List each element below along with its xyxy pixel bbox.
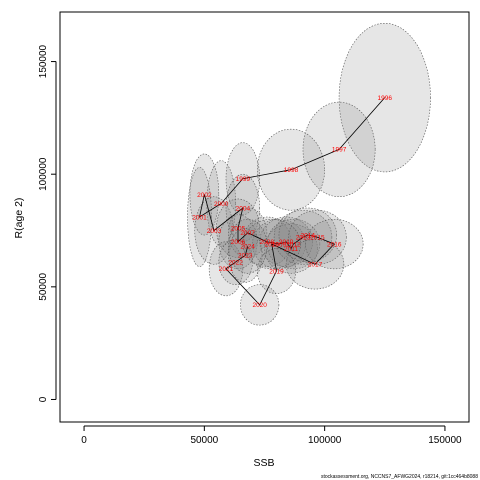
year-label-2012: 2012 xyxy=(286,241,301,248)
x-tick-label: 0 xyxy=(81,435,87,446)
plot-frame xyxy=(59,11,470,423)
y-axis: 0 50000 100000 150000 xyxy=(38,44,57,402)
footnote: stockassessment.org, NCCNS7_AFWG2024, r1… xyxy=(321,474,478,480)
year-label-2018: 2018 xyxy=(264,241,279,248)
x-tick-label: 50000 xyxy=(190,435,218,446)
year-label-2000: 2000 xyxy=(214,201,229,208)
year-label-2015: 2015 xyxy=(310,235,325,242)
year-label-2020: 2020 xyxy=(252,302,267,309)
year-label-2007: 2007 xyxy=(240,230,255,237)
year-label-2017: 2017 xyxy=(308,262,323,269)
y-tick-label: 150000 xyxy=(38,44,49,78)
year-label-1999: 1999 xyxy=(236,176,251,183)
y-tick-label: 0 xyxy=(38,396,49,402)
year-label-2013: 2013 xyxy=(296,235,311,242)
year-trajectory-line xyxy=(198,97,386,306)
year-labels: 1996 1997 1998 1999 2000 2001 2002 2003 2004 2005… xyxy=(192,95,392,309)
x-axis-title: SSB xyxy=(253,457,274,469)
year-label-2003: 2003 xyxy=(207,228,222,235)
y-axis-title: R(age 2) xyxy=(13,198,25,239)
year-label-1998: 1998 xyxy=(284,167,299,174)
y-tick-label: 100000 xyxy=(38,157,49,191)
x-tick-label: 100000 xyxy=(308,435,342,446)
y-tick-label: 50000 xyxy=(38,272,49,300)
year-label-2006: 2006 xyxy=(231,239,246,246)
year-label-2005: 2005 xyxy=(231,226,246,233)
year-label-2011: 2011 xyxy=(284,246,298,253)
year-label-2023: 2023 xyxy=(238,253,253,260)
year-label-2009: 2009 xyxy=(272,241,287,248)
year-label-2008: 2008 xyxy=(260,239,275,246)
year-label-2021: 2021 xyxy=(219,266,234,273)
year-label-2019: 2019 xyxy=(269,268,284,275)
year-label-2022: 2022 xyxy=(228,259,243,266)
year-label-2010: 2010 xyxy=(279,239,294,246)
year-label-2014: 2014 xyxy=(301,232,316,239)
year-label-2024: 2024 xyxy=(240,244,255,251)
year-label-1997: 1997 xyxy=(332,147,347,154)
year-label-2016: 2016 xyxy=(327,241,342,248)
year-label-1996: 1996 xyxy=(378,95,393,102)
x-tick-label: 150000 xyxy=(428,435,462,446)
year-label-2001: 2001 xyxy=(192,214,207,221)
x-axis: 0 50000 100000 150000 xyxy=(81,425,462,446)
year-label-2002: 2002 xyxy=(197,192,212,199)
year-label-2004: 2004 xyxy=(236,205,251,212)
